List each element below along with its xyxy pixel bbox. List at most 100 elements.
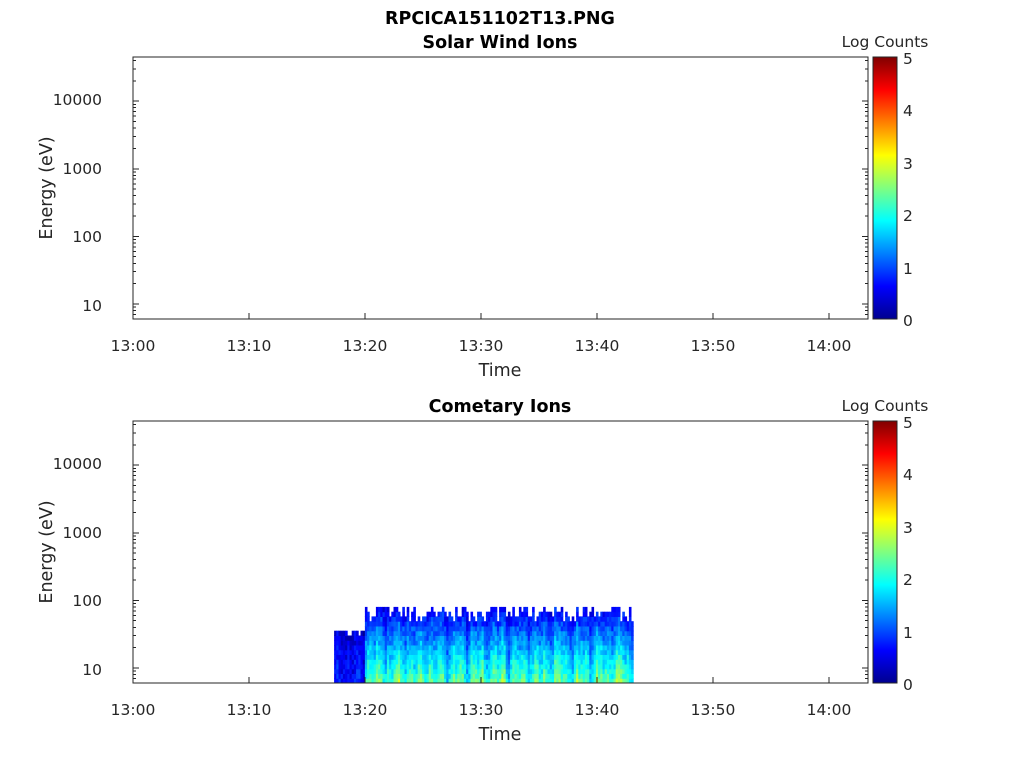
spectrogram-cell <box>417 626 421 632</box>
spectrogram-cell <box>353 654 357 660</box>
spectrogram-cell <box>611 616 614 622</box>
spectrogram-cell <box>571 621 575 627</box>
spectrogram-cell <box>602 640 606 646</box>
spectrogram-cell <box>571 635 575 641</box>
spectrogram-cell <box>477 678 480 683</box>
spectrogram-cell <box>430 621 434 627</box>
spectrogram-cell <box>534 621 537 627</box>
spectrogram-cell <box>334 640 337 646</box>
spectrogram-cell <box>430 659 434 665</box>
spectrogram-cell <box>479 664 482 670</box>
spectrogram-cell <box>580 659 584 665</box>
spectrogram-cell <box>615 640 619 646</box>
panel-cometary: Cometary Ions 10000 1000 100 10 13:00 13… <box>37 397 928 745</box>
spectrogram-cell <box>347 649 350 655</box>
spectrogram-cell <box>626 654 630 660</box>
spectrogram-cell <box>450 664 454 670</box>
spectrogram-cell <box>424 654 427 660</box>
spectrogram-cell <box>450 635 454 641</box>
spectrogram-cell <box>457 678 460 683</box>
spectrogram-cell <box>483 635 487 641</box>
spectrogram-cell <box>342 640 346 646</box>
spectrogram-cell <box>598 621 601 627</box>
spectrogram-cell <box>562 673 566 679</box>
spectrogram-cell <box>356 645 359 651</box>
spectrogram-cell <box>571 649 575 655</box>
spectrogram-cell <box>424 635 427 641</box>
spectrogram-cell <box>380 606 383 613</box>
spectrogram-cell <box>336 668 339 674</box>
spectrogram-cell <box>611 664 614 670</box>
spectrogram-cell <box>578 616 581 622</box>
spectrogram-cell <box>448 649 452 655</box>
spectrogram-cell <box>461 611 465 617</box>
spectrogram-cell <box>402 645 405 651</box>
spectrogram-cell <box>523 645 526 651</box>
spectrogram-cell <box>567 673 570 679</box>
spectrogram-cell <box>477 664 480 670</box>
spectrogram-cell <box>413 626 416 632</box>
spectrogram-cell <box>529 626 533 632</box>
spectrogram-cell <box>463 606 467 613</box>
spectrogram-cell <box>433 659 436 665</box>
spectrogram-cell <box>604 640 608 646</box>
spectrogram-cell <box>560 649 564 655</box>
spectrogram-cell <box>457 654 460 660</box>
spectrogram-cell <box>523 621 526 627</box>
spectrogram-cell <box>492 616 496 622</box>
spectrogram-cell <box>615 654 619 660</box>
spectrogram-cell <box>457 668 460 674</box>
spectrogram-cell <box>587 645 590 651</box>
spectrogram-cell <box>402 678 405 683</box>
spectrogram-cell <box>532 645 535 651</box>
spectrogram-cell <box>437 649 441 655</box>
spectrogram-cell <box>384 668 388 674</box>
spectrogram-cell <box>547 649 551 655</box>
spectrogram-cell <box>463 640 467 646</box>
colorbar-tick-label: 4 <box>903 466 913 484</box>
spectrogram-cell <box>496 678 500 683</box>
spectrogram-cell <box>437 621 441 627</box>
spectrogram-cell <box>382 640 386 646</box>
spectrogram-cell <box>580 621 584 627</box>
spectrogram-cell <box>402 668 405 674</box>
spectrogram-cell <box>525 673 529 679</box>
spectrogram-cell <box>435 678 438 683</box>
spectrogram-cell <box>560 659 564 665</box>
spectrogram-cell <box>463 626 467 632</box>
spectrogram-cell <box>378 659 381 665</box>
spectrogram-cell <box>595 640 599 646</box>
spectrogram-cell <box>437 668 441 674</box>
spectrogram-cell <box>512 626 515 632</box>
spectrogram-cell <box>338 678 342 683</box>
spectrogram-cell <box>382 649 386 655</box>
spectrogram-cell <box>439 626 443 632</box>
spectrogram-cell <box>448 645 452 651</box>
x-tick-label: 14:00 <box>807 701 852 719</box>
spectrogram-cell <box>364 635 368 641</box>
spectrogram-cell <box>514 616 518 622</box>
spectrogram-cell <box>516 659 520 665</box>
spectrogram-cell <box>411 616 414 622</box>
spectrogram-cell <box>411 626 414 632</box>
spectrogram-cell <box>444 626 447 632</box>
spectrogram-cell <box>426 635 430 641</box>
spectrogram-cell <box>626 635 630 641</box>
spectrogram-cell <box>435 616 438 622</box>
spectrogram-cell <box>521 649 524 655</box>
spectrogram-cell <box>428 654 432 660</box>
spectrogram-cell <box>547 621 551 627</box>
spectrogram-cell <box>576 673 579 679</box>
spectrogram-cell <box>466 621 469 627</box>
spectrogram-cell <box>540 678 544 683</box>
spectrogram-cell <box>624 654 628 660</box>
spectrogram-cell <box>529 664 533 670</box>
spectrogram-cell <box>565 664 568 670</box>
spectrogram-cell <box>477 654 480 660</box>
spectrogram-cell <box>536 616 540 622</box>
spectrogram-cell <box>611 630 614 636</box>
spectrogram-cell <box>488 616 491 622</box>
spectrogram-cell <box>402 621 405 627</box>
spectrogram-cell <box>441 654 445 660</box>
spectrogram-cell <box>481 621 485 627</box>
